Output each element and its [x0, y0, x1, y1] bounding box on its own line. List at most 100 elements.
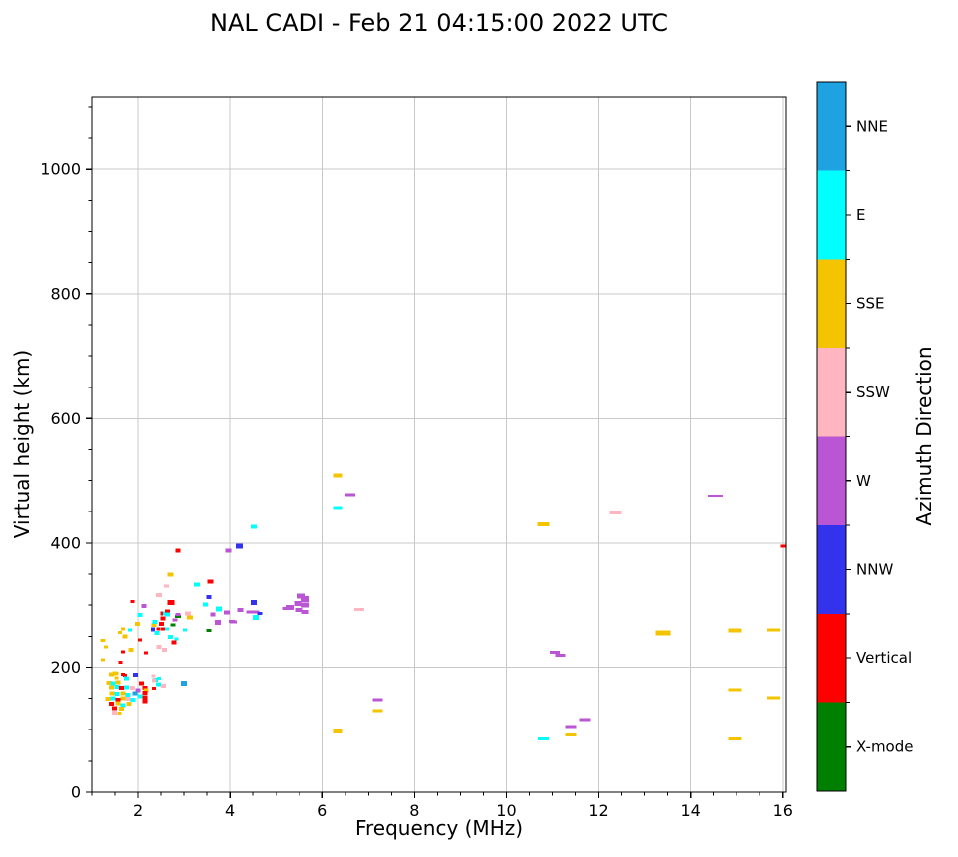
data-point-sse	[728, 628, 742, 633]
data-point-w	[297, 593, 306, 599]
plot-spines	[91, 96, 787, 793]
data-point-sse	[122, 634, 128, 639]
data-point-e	[167, 634, 173, 639]
x-tick-label: 14	[680, 801, 700, 820]
data-point-w	[282, 606, 289, 610]
data-point-e	[174, 637, 179, 641]
data-point-w	[301, 602, 310, 608]
data-point-sse	[333, 729, 343, 733]
data-point-nne	[181, 681, 188, 687]
data-point-ssw	[156, 644, 162, 649]
data-point-sse	[655, 630, 671, 636]
data-point-x-mode	[175, 614, 182, 618]
data-point-sse	[108, 672, 114, 677]
colorbar-segment-e	[817, 170, 846, 260]
data-point-w	[225, 548, 232, 553]
data-point-e	[154, 631, 160, 636]
data-point-e	[114, 692, 120, 697]
x-tick-label: 10	[496, 801, 516, 820]
data-point-vertical	[207, 579, 214, 584]
data-point-e	[125, 692, 131, 697]
data-point-ssw	[151, 674, 156, 678]
data-point-ssw	[112, 710, 118, 715]
colorbar-segment-nnw	[817, 525, 846, 615]
y-tick-label: 0	[71, 783, 81, 802]
data-point-e	[155, 682, 161, 687]
x-tick-label: 2	[133, 801, 143, 820]
data-point-sse	[767, 696, 781, 700]
data-point-sse	[333, 473, 343, 478]
data-point-nnw	[133, 672, 139, 677]
data-point-vertical	[175, 548, 181, 553]
data-point-vertical	[160, 616, 166, 621]
data-point-vertical	[156, 627, 161, 631]
colorbar-segment-x-mode	[817, 702, 846, 792]
data-point-ssw	[354, 608, 365, 611]
data-point-e	[120, 703, 126, 708]
data-point-vertical	[160, 627, 165, 631]
data-point-vertical	[138, 681, 144, 686]
colorbar-tick-label: NNE	[856, 117, 888, 135]
data-point-ssw	[185, 611, 192, 616]
data-point-sse	[537, 522, 550, 527]
data-point-vertical	[120, 672, 125, 676]
data-point-w	[175, 613, 181, 616]
data-point-sse	[115, 680, 121, 685]
data-point-sse	[108, 685, 114, 690]
data-point-sse	[167, 572, 174, 577]
data-point-e	[152, 620, 158, 624]
colorbar-tick-label: SSW	[856, 383, 890, 401]
data-point-nnw	[206, 595, 212, 600]
data-point-w	[708, 495, 723, 498]
data-point-vertical	[780, 544, 787, 548]
data-point-sse	[128, 648, 134, 652]
data-point-w	[229, 619, 235, 623]
data-point-sse	[143, 688, 149, 693]
data-point-e	[137, 613, 143, 618]
data-point-e	[128, 628, 133, 632]
data-point-w	[301, 595, 310, 602]
data-point-e	[165, 612, 170, 617]
data-point-vertical	[142, 691, 148, 695]
colorbar-segment-vertical	[817, 613, 846, 703]
data-point-nnw	[251, 600, 258, 606]
data-point-nnw	[257, 611, 263, 615]
data-point-x-mode	[170, 623, 176, 627]
data-point-sse	[728, 688, 742, 692]
data-point-nnw	[235, 543, 243, 549]
colorbar-tick-label: NNW	[856, 560, 893, 578]
data-point-e	[130, 697, 136, 702]
data-point-w	[372, 698, 383, 702]
data-point-vertical	[171, 640, 177, 645]
data-point-sse	[115, 701, 121, 706]
data-point-sse	[151, 623, 157, 628]
data-point-sse	[119, 707, 124, 712]
data-point-sse	[120, 627, 125, 631]
x-tick-label: 8	[409, 801, 419, 820]
data-point-sse	[135, 621, 141, 626]
data-point-e	[110, 696, 116, 701]
y-tick-label: 400	[50, 533, 81, 552]
data-point-vertical	[119, 686, 124, 690]
data-point-w	[135, 688, 141, 693]
x-tick-label: 16	[773, 801, 793, 820]
y-tick-label: 600	[50, 409, 81, 428]
data-point-ssw	[161, 648, 167, 652]
data-point-w	[579, 718, 591, 722]
data-point-sse	[100, 639, 106, 643]
data-point-vertical	[108, 702, 114, 707]
data-point-vertical	[142, 686, 148, 690]
data-point-vertical	[118, 661, 123, 664]
colorbar-tick-label: X-mode	[856, 738, 913, 756]
data-point-vertical	[120, 650, 125, 654]
data-point-ssw	[155, 593, 162, 598]
x-axis-label: Frequency (MHz)	[354, 816, 524, 840]
data-point-e	[183, 628, 187, 632]
x-tick-label: 6	[317, 801, 327, 820]
data-point-sse	[105, 697, 111, 702]
data-point-sse	[187, 615, 194, 620]
y-tick-label: 800	[50, 284, 81, 303]
data-point-ssw	[130, 686, 135, 690]
data-point-w	[549, 651, 560, 654]
